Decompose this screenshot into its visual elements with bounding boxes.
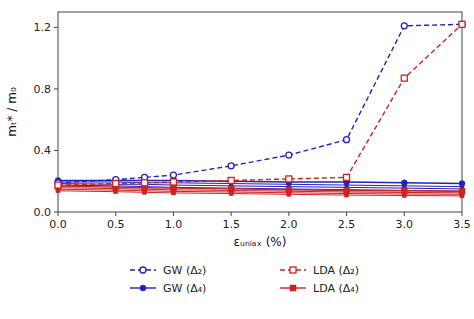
y-tick-label: 0.8 xyxy=(34,83,52,96)
x-tick-label: 0.5 xyxy=(107,218,125,231)
series-marker xyxy=(459,181,465,187)
series-marker xyxy=(170,179,176,185)
y-tick-label: 1.2 xyxy=(34,21,52,34)
x-tick xyxy=(404,212,405,216)
x-tick xyxy=(231,212,232,216)
series-marker xyxy=(113,181,119,187)
y-tick-label: 0.0 xyxy=(34,206,52,219)
series-marker xyxy=(401,75,407,81)
y-axis-label: mₜ* / m₀ xyxy=(5,87,19,137)
legend-marker xyxy=(140,285,146,291)
series-marker xyxy=(344,174,350,180)
x-tick xyxy=(288,212,289,216)
series-marker xyxy=(459,188,465,194)
x-tick xyxy=(58,212,59,216)
legend-label: GW (Δ₄) xyxy=(163,282,206,295)
y-tick xyxy=(54,88,58,89)
x-tick-label: 3.0 xyxy=(396,218,414,231)
legend-label: GW (Δ₂) xyxy=(163,264,206,277)
series-marker xyxy=(228,177,234,183)
series-marker xyxy=(402,194,406,198)
series-line xyxy=(58,24,462,182)
legend-marker xyxy=(290,285,296,291)
legend-label: LDA (Δ₂) xyxy=(313,264,359,277)
x-tick xyxy=(173,212,174,216)
y-tick xyxy=(54,27,58,28)
series-marker xyxy=(401,23,407,29)
x-tick xyxy=(346,212,347,216)
series-marker xyxy=(286,152,292,158)
series-marker xyxy=(401,188,407,194)
series-marker xyxy=(143,181,147,185)
plot-frame xyxy=(58,12,462,212)
series-marker xyxy=(228,178,234,184)
series-marker xyxy=(344,137,350,143)
series-marker xyxy=(56,183,60,187)
series-marker xyxy=(55,182,61,188)
series-marker xyxy=(344,187,350,193)
x-tick-label: 2.0 xyxy=(280,218,298,231)
series-marker xyxy=(142,180,148,186)
series-marker xyxy=(228,186,234,192)
series-line xyxy=(58,24,462,185)
series-marker xyxy=(228,163,234,169)
series-marker xyxy=(171,191,175,195)
x-axis-label: εᵤₙᵢₐₓ (%) xyxy=(234,235,287,249)
x-tick xyxy=(462,212,463,216)
series-marker xyxy=(170,172,176,178)
series-marker xyxy=(401,180,407,186)
x-tick-label: 1.0 xyxy=(165,218,183,231)
x-tick xyxy=(115,212,116,216)
series-marker xyxy=(286,187,292,193)
y-tick-label: 0.4 xyxy=(34,144,52,157)
legend: GW (Δ₂) GW (Δ₄) LDA (Δ₂) LDA (Δ₄) xyxy=(130,264,359,295)
legend-marker xyxy=(290,267,296,273)
x-tick-label: 2.5 xyxy=(338,218,356,231)
plot-area xyxy=(55,21,465,198)
x-tick-label: 3.5 xyxy=(453,218,471,231)
series-marker xyxy=(170,185,176,191)
series-marker xyxy=(459,21,465,27)
y-tick xyxy=(54,212,58,213)
series-marker xyxy=(286,176,292,182)
x-tick-label: 1.5 xyxy=(222,218,240,231)
legend-marker xyxy=(140,267,146,273)
legend-label: LDA (Δ₄) xyxy=(313,282,359,295)
chart: 0.0 0.5 1.0 1.5 2.0 2.5 3.0 3.5 0.0 0.4 0.8 1.2 εᵤₙᵢ… xyxy=(0,0,474,319)
series-marker xyxy=(460,189,464,193)
series-marker xyxy=(459,21,465,27)
x-tick-label: 0.0 xyxy=(49,218,67,231)
y-tick xyxy=(54,150,58,151)
